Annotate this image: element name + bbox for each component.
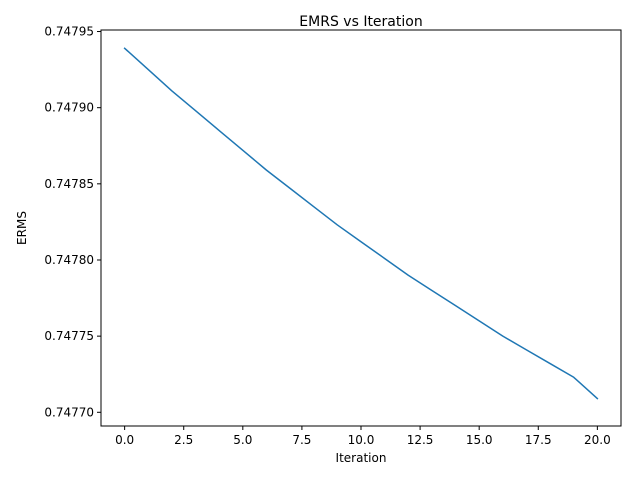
y-axis: 0.74770 0.74775 0.74780 0.74785 0.74790 0.747…	[44, 25, 101, 419]
y-tick-label: 0.74795	[44, 25, 94, 39]
axes-frame	[100, 29, 622, 427]
x-tick-label: 10.0	[348, 433, 375, 447]
x-tick-label: 2.5	[174, 433, 193, 447]
y-tick-label: 0.74775	[44, 329, 94, 343]
x-tick-label: 15.0	[466, 433, 493, 447]
x-tick-label: 7.5	[292, 433, 311, 447]
plot-area	[123, 47, 599, 400]
chart-title: EMRS vs Iteration	[299, 14, 422, 30]
x-tick-label: 5.0	[233, 433, 252, 447]
x-tick-label: 20.0	[584, 433, 611, 447]
x-axis-label: Iteration	[336, 451, 387, 465]
y-axis-label: ERMS	[15, 211, 29, 245]
x-tick-label: 12.5	[407, 433, 434, 447]
y-tick-label: 0.74790	[44, 101, 94, 115]
y-tick-label: 0.74770	[44, 405, 94, 419]
y-tick-label: 0.74780	[44, 253, 94, 267]
x-tick-label: 0.0	[115, 433, 134, 447]
x-axis: 0.0 2.5 5.0 7.5 10.0 12.5 15.0 17.5 20.0	[115, 426, 611, 447]
y-tick-label: 0.74785	[44, 177, 94, 191]
series-line	[123, 47, 599, 400]
x-tick-label: 17.5	[525, 433, 552, 447]
